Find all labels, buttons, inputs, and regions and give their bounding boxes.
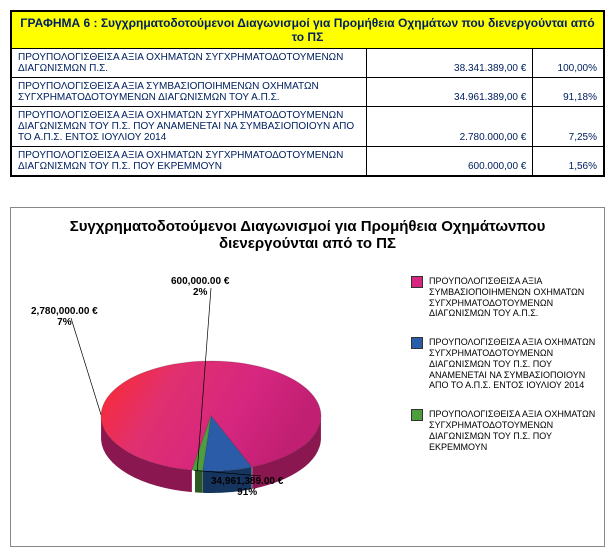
legend-swatch xyxy=(411,409,423,421)
chart-legend: ΠΡΟΥΠΟΛΟΓΙΣΘΕΙΣΑ ΑΞΙΑ ΣΥΜΒΑΣΙΟΠΟΙΗΜΕΝΩΝ … xyxy=(411,256,604,516)
row-percent: 1,56% xyxy=(533,147,604,177)
data-table: ΓΡΑΦΗΜΑ 6 : Συγχρηματοδοτούμενοι Διαγωνι… xyxy=(10,10,605,177)
legend-item: ΠΡΟΥΠΟΛΟΓΙΣΘΕΙΣΑ ΑΞΙΑ ΟΧΗΜΑΤΩΝ ΣΥΓΧΡΗΜΑΤ… xyxy=(411,337,596,391)
legend-swatch xyxy=(411,276,423,288)
legend-item: ΠΡΟΥΠΟΛΟΓΙΣΘΕΙΣΑ ΑΞΙΑ ΣΥΜΒΑΣΙΟΠΟΙΗΜΕΝΩΝ … xyxy=(411,276,596,319)
row-desc: ΠΡΟΥΠΟΛΟΓΙΣΘΕΙΣΑ ΑΞΙΑ ΟΧΗΜΑΤΩΝ ΣΥΓΧΡΗΜΑΤ… xyxy=(11,147,367,177)
row-value: 2.780.000,00 € xyxy=(367,107,533,147)
leader-line xyxy=(71,318,101,415)
chart-container: Συγχρηματοδοτούμενοι Διαγωνισμοί για Προ… xyxy=(10,207,605,547)
pie-slice-side xyxy=(195,470,203,492)
row-percent: 100,00% xyxy=(533,49,604,78)
chart-area: 34,961,389.00 €91% 2,780,000.00 €7% 600,00… xyxy=(11,256,411,516)
legend-label: ΠΡΟΥΠΟΛΟΓΙΣΘΕΙΣΑ ΑΞΙΑ ΣΥΜΒΑΣΙΟΠΟΙΗΜΕΝΩΝ … xyxy=(429,276,596,319)
legend-swatch xyxy=(411,337,423,349)
table-header: ΓΡΑΦΗΜΑ 6 : Συγχρηματοδοτούμενοι Διαγωνι… xyxy=(11,11,604,49)
row-percent: 91,18% xyxy=(533,78,604,107)
pie-data-label: 600,000.00 €2% xyxy=(171,276,229,298)
legend-label: ΠΡΟΥΠΟΛΟΓΙΣΘΕΙΣΑ ΑΞΙΑ ΟΧΗΜΑΤΩΝ ΣΥΓΧΡΗΜΑΤ… xyxy=(429,409,596,452)
row-value: 38.341.389,00 € xyxy=(367,49,533,78)
row-desc: ΠΡΟΥΠΟΛΟΓΙΣΘΕΙΣΑ ΑΞΙΑ ΣΥΜΒΑΣΙΟΠΟΙΗΜΕΝΩΝ … xyxy=(11,78,367,107)
table-row: ΠΡΟΥΠΟΛΟΓΙΣΘΕΙΣΑ ΑΞΙΑ ΟΧΗΜΑΤΩΝ ΣΥΓΧΡΗΜΑΤ… xyxy=(11,147,604,177)
row-value: 600.000,00 € xyxy=(367,147,533,177)
row-percent: 7,25% xyxy=(533,107,604,147)
pie-data-label: 2,780,000.00 €7% xyxy=(31,306,98,328)
pie-data-label: 34,961,389.00 €91% xyxy=(211,476,283,498)
table-row: ΠΡΟΥΠΟΛΟΓΙΣΘΕΙΣΑ ΑΞΙΑ ΣΥΜΒΑΣΙΟΠΟΙΗΜΕΝΩΝ … xyxy=(11,78,604,107)
table-row: ΠΡΟΥΠΟΛΟΓΙΣΘΕΙΣΑ ΑΞΙΑ ΟΧΗΜΑΤΩΝ ΣΥΓΧΡΗΜΑΤ… xyxy=(11,49,604,78)
chart-title: Συγχρηματοδοτούμενοι Διαγωνισμοί για Προ… xyxy=(11,208,604,256)
row-desc: ΠΡΟΥΠΟΛΟΓΙΣΘΕΙΣΑ ΑΞΙΑ ΟΧΗΜΑΤΩΝ ΣΥΓΧΡΗΜΑΤ… xyxy=(11,107,367,147)
legend-label: ΠΡΟΥΠΟΛΟΓΙΣΘΕΙΣΑ ΑΞΙΑ ΟΧΗΜΑΤΩΝ ΣΥΓΧΡΗΜΑΤ… xyxy=(429,337,596,391)
legend-item: ΠΡΟΥΠΟΛΟΓΙΣΘΕΙΣΑ ΑΞΙΑ ΟΧΗΜΑΤΩΝ ΣΥΓΧΡΗΜΑΤ… xyxy=(411,409,596,452)
table-body: ΠΡΟΥΠΟΛΟΓΙΣΘΕΙΣΑ ΑΞΙΑ ΟΧΗΜΑΤΩΝ ΣΥΓΧΡΗΜΑΤ… xyxy=(11,49,604,177)
table-row: ΠΡΟΥΠΟΛΟΓΙΣΘΕΙΣΑ ΑΞΙΑ ΟΧΗΜΑΤΩΝ ΣΥΓΧΡΗΜΑΤ… xyxy=(11,107,604,147)
row-value: 34.961.389,00 € xyxy=(367,78,533,107)
row-desc: ΠΡΟΥΠΟΛΟΓΙΣΘΕΙΣΑ ΑΞΙΑ ΟΧΗΜΑΤΩΝ ΣΥΓΧΡΗΜΑΤ… xyxy=(11,49,367,78)
